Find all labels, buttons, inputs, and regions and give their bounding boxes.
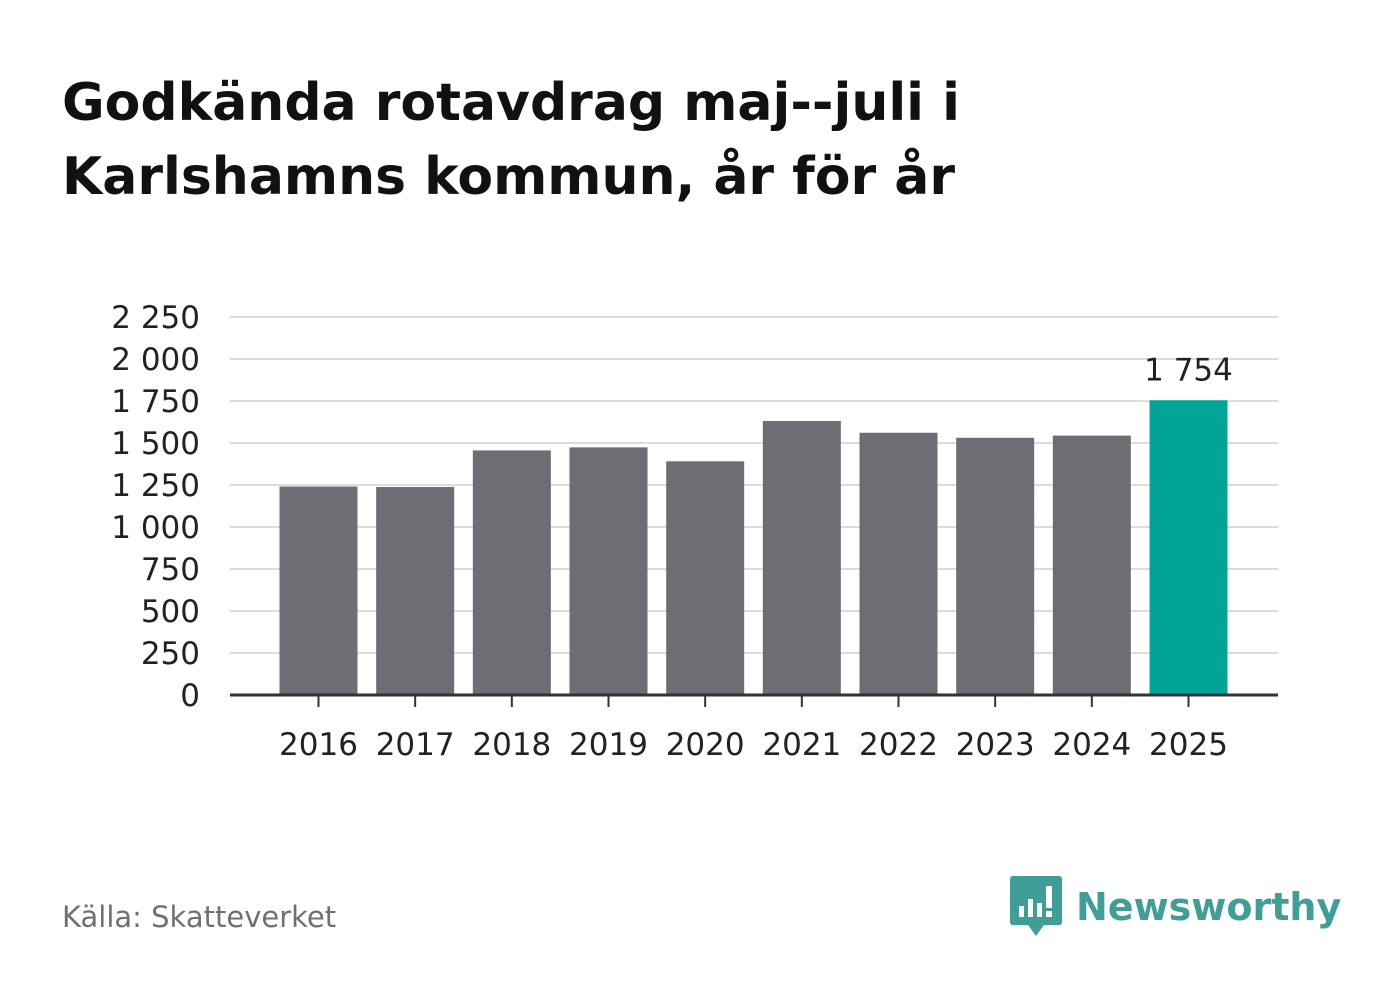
chart-title-line-2: Karlshamns kommun, år för år	[62, 147, 956, 207]
bar-2018	[472, 450, 551, 695]
brand-name: Newsworthy	[1076, 885, 1342, 929]
icon-bar	[1037, 903, 1042, 917]
y-tick-label: 1 750	[111, 384, 200, 420]
y-tick-label: 1 250	[111, 468, 200, 504]
bar-2025	[1149, 400, 1228, 695]
brand-logo: Newsworthy	[1010, 876, 1341, 938]
bar-2024	[1052, 435, 1131, 695]
bar-2022	[859, 432, 938, 695]
icon-bar	[1028, 899, 1033, 917]
icon-bar	[1019, 906, 1024, 917]
x-tick-label: 2022	[859, 727, 938, 763]
icon-dot	[1046, 911, 1052, 917]
bar-2021	[762, 420, 841, 695]
x-tick-label: 2021	[762, 727, 841, 763]
x-tick-label: 2016	[279, 727, 358, 763]
bar-2019	[569, 447, 648, 695]
icon-bar	[1046, 886, 1052, 908]
x-tick-label: 2018	[472, 727, 551, 763]
x-tick-label: 2017	[376, 727, 455, 763]
y-tick-label: 1 000	[111, 510, 200, 546]
chart-title-line-1: Godkända rotavdrag maj--juli i	[62, 73, 960, 133]
bar-2020	[666, 461, 745, 695]
bar-2023	[956, 437, 1035, 695]
chart-title: Godkända rotavdrag maj--juli i Karlshamn…	[62, 66, 1262, 214]
x-tick-label: 2024	[1052, 727, 1131, 763]
y-tick-label: 1 500	[111, 426, 200, 462]
y-tick-label: 750	[141, 552, 200, 588]
x-tick-label: 2025	[1149, 727, 1228, 763]
bar-chart-speech-bubble-icon	[1010, 876, 1062, 936]
y-tick-label: 0	[180, 678, 200, 714]
source-note: Källa: Skatteverket	[62, 900, 337, 934]
bar-2016	[279, 486, 358, 695]
y-tick-label: 2 250	[111, 300, 200, 336]
speech-bubble-shape	[1010, 876, 1062, 936]
x-tick-label: 2019	[569, 727, 648, 763]
data-label: 1 754	[1144, 352, 1233, 388]
x-tick-label: 2023	[956, 727, 1035, 763]
y-tick-label: 500	[141, 594, 200, 630]
x-tick-label: 2020	[666, 727, 745, 763]
y-tick-label: 250	[141, 636, 200, 672]
y-tick-label: 2 000	[111, 342, 200, 378]
bar-2017	[376, 487, 455, 695]
